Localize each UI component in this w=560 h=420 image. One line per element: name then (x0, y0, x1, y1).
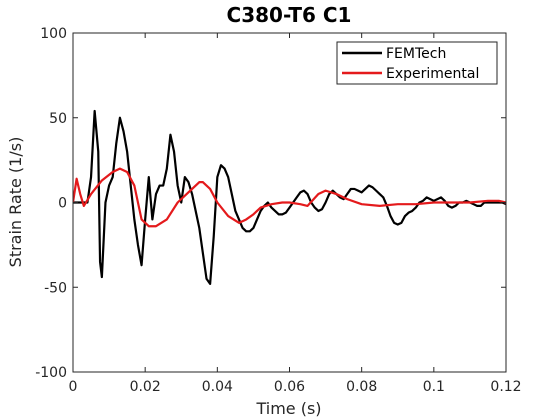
y-tick-label: -100 (35, 365, 67, 381)
y-tick-label: 50 (49, 111, 67, 127)
y-tick-label: 0 (58, 196, 67, 212)
x-tick-label: 0.04 (202, 379, 233, 395)
legend-label-femtech: FEMTech (386, 46, 446, 62)
y-tick-label: 100 (40, 26, 67, 42)
x-tick-label: 0.08 (346, 379, 377, 395)
x-tick-label: 0.06 (274, 379, 305, 395)
y-axis-label: Strain Rate (1/s) (6, 137, 25, 268)
x-tick-label: 0 (69, 379, 78, 395)
x-tick-label: 0.1 (423, 379, 445, 395)
legend-label-experimental: Experimental (386, 66, 479, 82)
y-tick-label: -50 (44, 280, 67, 296)
plot-area: 0 0.02 0.04 0.06 0.08 0.1 0.12 -100 -50 0 50 100 FEM… (35, 26, 521, 395)
series-line-femtech (73, 109, 506, 285)
chart-title: C380-T6 C1 (227, 3, 352, 27)
x-tick-label: 0.12 (490, 379, 521, 395)
x-axis-label: Time (s) (255, 399, 321, 418)
x-tick-label: 0.02 (130, 379, 161, 395)
legend-box (336, 41, 498, 85)
series-line-experimental (73, 167, 506, 228)
